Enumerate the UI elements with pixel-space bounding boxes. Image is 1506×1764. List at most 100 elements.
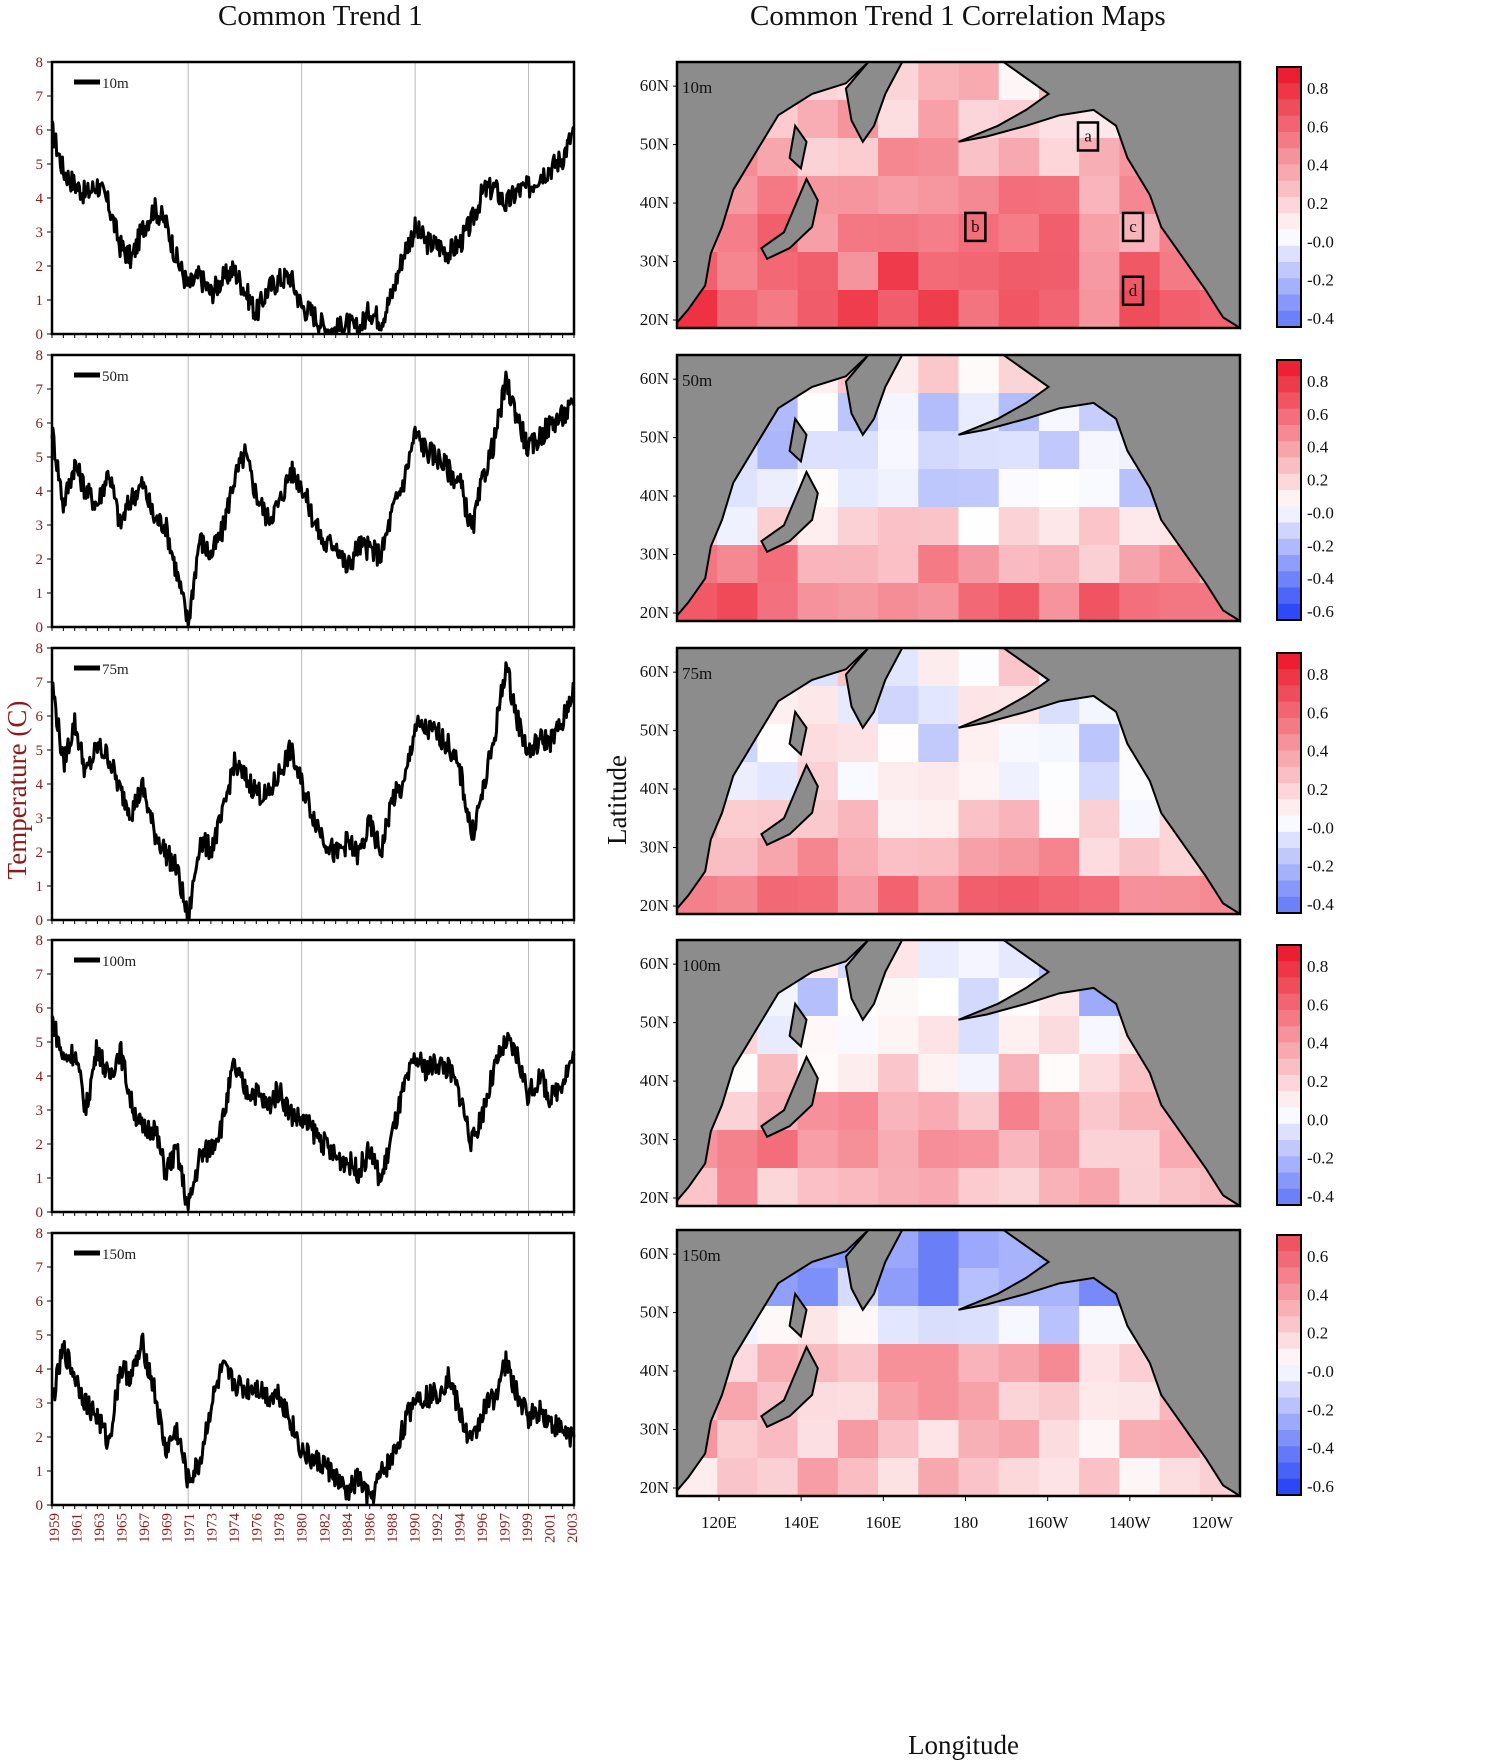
heatmap-cell [1119, 1168, 1161, 1207]
heatmap-cell [958, 545, 1000, 584]
heatmap-cell [878, 507, 919, 546]
heatmap-cell [837, 838, 879, 877]
heatmap-cell [717, 876, 758, 915]
x-tick-label: 1990 [407, 1513, 423, 1543]
colorbar-cell [1277, 164, 1301, 182]
colorbar-cell [1277, 1267, 1301, 1285]
heatmap-cell [1119, 1130, 1161, 1169]
colorbar-tick-label: -0.2 [1307, 857, 1334, 876]
heatmap-cell [1079, 583, 1120, 622]
land-mass [958, 939, 1241, 1208]
heatmap-cell [918, 393, 959, 432]
colorbar-cell [1277, 1365, 1301, 1382]
land-mass [760, 1054, 819, 1139]
colorbar-frame [1276, 66, 1302, 328]
x-tick-label: 2001 [542, 1513, 558, 1543]
heatmap-cell [1119, 1382, 1161, 1421]
colorbar-tick-label: 0.2 [1307, 1072, 1328, 1091]
heatmap-cell [1119, 1458, 1161, 1497]
heatmap-cell [1038, 1420, 1080, 1459]
heatmap-cell [1079, 1344, 1120, 1383]
land-mass [788, 123, 808, 171]
heatmap-cell [1079, 545, 1120, 584]
heatmap-cell [878, 469, 919, 508]
heatmap-cell [878, 393, 919, 432]
colorbar-cell [1277, 457, 1301, 475]
heatmap-cell [878, 1344, 919, 1383]
map-frame [675, 60, 1242, 330]
heatmap-cell [878, 290, 919, 329]
heatmap-cell [878, 1168, 919, 1207]
y-tick-label: 4 [36, 191, 44, 207]
lat-tick-label: 60N [640, 369, 669, 388]
heatmap-cell [1038, 1016, 1080, 1055]
colorbar-cell [1277, 1381, 1301, 1398]
heatmap-cell [1038, 469, 1080, 508]
colorbar-cell [1277, 685, 1301, 703]
heatmap-cell [1038, 252, 1080, 291]
colorbar-cell [1277, 408, 1301, 426]
colorbar-cell [1277, 571, 1301, 588]
lon-tick-label: 120W [1191, 1513, 1234, 1532]
heatmap-cell [1119, 838, 1161, 877]
heatmap-cell [918, 1054, 959, 1093]
heatmap-cell [918, 583, 959, 622]
land-mass [788, 416, 808, 464]
heatmap-cell [918, 724, 959, 763]
y-tick-label: 4 [36, 484, 44, 500]
heatmap-cell [998, 1382, 1040, 1421]
colorbar-tick-label: -0.0 [1307, 1362, 1334, 1381]
region-box-label: d [1129, 281, 1138, 300]
colorbar-cell [1277, 67, 1301, 84]
line-panel-50m: 0 1 2 3 4 5 6 7 8 50m [36, 348, 576, 636]
colorbar-frame [1276, 1234, 1302, 1496]
x-tick-label: 1984 [340, 1513, 356, 1544]
heatmap-cell [998, 800, 1040, 839]
heatmap-cell [998, 469, 1040, 508]
colorbar-cell [1277, 441, 1301, 458]
plot-frame [50, 1231, 576, 1507]
y-tick-label: 3 [36, 1396, 44, 1412]
colorbar-cell [1277, 993, 1301, 1011]
y-tick-label: 3 [36, 518, 44, 534]
map-depth-label: 75m [682, 664, 712, 683]
land-mass [760, 762, 819, 847]
heatmap-cell [958, 1344, 1000, 1383]
heatmap-cell [797, 1420, 839, 1459]
heatmap-cell [998, 838, 1040, 877]
heatmap-cell [958, 252, 1000, 291]
plot-area [52, 648, 574, 920]
y-tick-label: 0 [36, 327, 44, 343]
land-mass [676, 61, 871, 326]
colorbar-tick-label: -0.2 [1307, 536, 1334, 555]
heatmap-cell [837, 583, 879, 622]
land-mass [958, 354, 1241, 623]
heatmap-cell [998, 252, 1040, 291]
x-tick-label: 1965 [115, 1513, 131, 1543]
heatmap-cell [998, 1092, 1040, 1131]
heatmap-cell [797, 290, 839, 329]
heatmap-cell [797, 978, 839, 1017]
colorbar-cell [1277, 766, 1301, 784]
heatmap-cell [878, 762, 919, 801]
legend-label: 75m [102, 662, 129, 678]
heatmap-cell [1119, 1092, 1161, 1131]
legend-label: 150m [102, 1247, 137, 1263]
x-tick-label: 1994 [452, 1513, 468, 1544]
heatmap-cell [797, 583, 839, 622]
colorbar-cell [1277, 1462, 1301, 1480]
colorbar-cell [1277, 896, 1301, 914]
colorbar-cell [1277, 213, 1301, 230]
heatmap-cell [717, 290, 758, 329]
heatmap-cell [1119, 252, 1161, 291]
heatmap-cell [1079, 176, 1120, 215]
x-tick-label: 1988 [385, 1513, 401, 1543]
lon-tick-label: 140W [1109, 1513, 1152, 1532]
heatmap-cell [958, 469, 1000, 508]
line-panel-10m: 0 1 2 3 4 5 6 7 8 10m [36, 55, 576, 343]
x-tick-label: 1976 [250, 1513, 266, 1544]
colorbar-cell [1277, 848, 1301, 865]
colorbar-cell [1277, 1430, 1301, 1447]
heatmap-cell [757, 469, 799, 508]
heatmap-cell [1038, 762, 1080, 801]
